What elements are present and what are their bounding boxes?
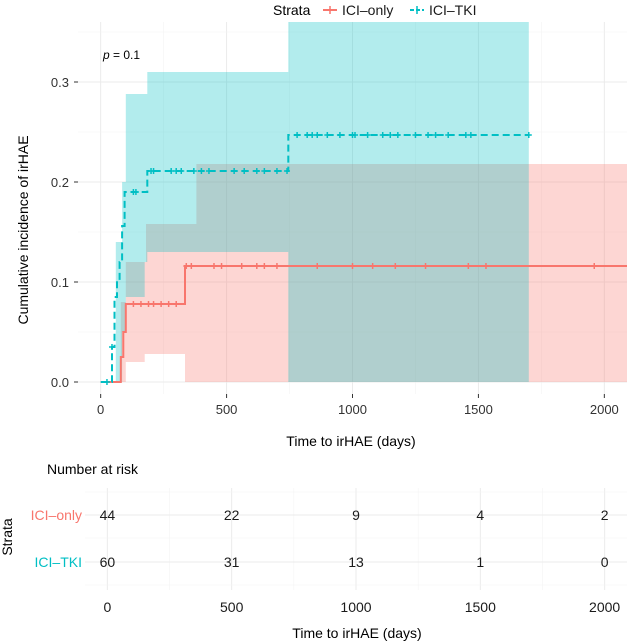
risk-x-tick-label: 500 — [220, 599, 244, 615]
legend-label: ICI–TKI — [429, 2, 476, 18]
legend-title: Strata — [273, 2, 311, 18]
risk-count: 22 — [224, 507, 240, 523]
x-tick-label: 2000 — [590, 402, 619, 417]
series-line-ici-only — [100, 265, 627, 383]
risk-x-tick-label: 0 — [103, 599, 111, 615]
risk-count: 4 — [476, 507, 484, 523]
risk-row-label: ICI–TKI — [35, 554, 82, 570]
y-axis-label: Cumulative incidence of irHAE — [15, 135, 31, 324]
x-tick-label: 0 — [97, 402, 104, 417]
risk-strata-label: Strata — [0, 518, 15, 556]
risk-x-tick-label: 1500 — [465, 599, 496, 615]
risk-x-tick-label: 1000 — [340, 599, 371, 615]
risk-count: 44 — [100, 507, 116, 523]
y-tick-label: 0.0 — [51, 375, 69, 390]
risk-count: 9 — [352, 507, 360, 523]
x-tick-label: 500 — [216, 402, 238, 417]
y-tick-label: 0.3 — [51, 75, 69, 90]
plot-panel: 0 500 1000 1500 2000 0.0 0.1 0.2 0.3 p = 0.1 — [51, 22, 627, 417]
risk-x-tick-label: 2000 — [589, 599, 620, 615]
legend-label: ICI–only — [342, 2, 393, 18]
x-tick-label: 1000 — [338, 402, 367, 417]
risk-x-axis-label: Time to irHAE (days) — [292, 625, 421, 641]
risk-row-label: ICI–only — [31, 507, 82, 523]
risk-count: 60 — [100, 554, 116, 570]
risk-count: 13 — [348, 554, 364, 570]
risk-count: 2 — [601, 507, 609, 523]
risk-count: 0 — [601, 554, 609, 570]
y-tick-label: 0.1 — [51, 275, 69, 290]
x-tick-label: 1500 — [464, 402, 493, 417]
legend: Strata ICI–only ICI–TKI — [273, 2, 476, 18]
risk-table: Number at risk ICI–only 44 22 9 4 2 ICI–TKI 60 3… — [0, 461, 627, 641]
ci-band-ici-tki — [100, 22, 529, 382]
risk-count: 31 — [224, 554, 240, 570]
risk-count: 1 — [476, 554, 484, 570]
risk-table-title: Number at risk — [47, 461, 139, 477]
y-tick-label: 0.2 — [51, 175, 69, 190]
x-axis-label: Time to irHAE (days) — [286, 433, 415, 449]
ci-band-ici-only — [100, 164, 627, 382]
p-value-label: p = 0.1 — [102, 48, 140, 62]
